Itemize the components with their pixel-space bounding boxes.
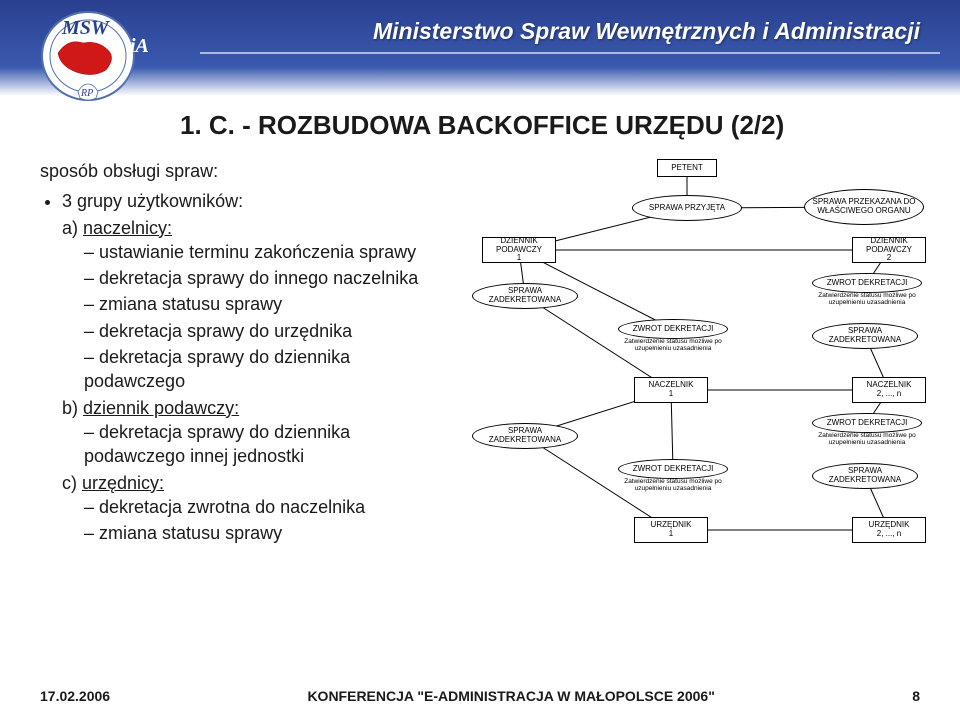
diagram-node: Zatwierdzenie statusu możliwe po uzupełn… [616,339,730,363]
footer-page: 8 [912,688,920,704]
list-subitem: dekretacja sprawy do dziennika podawczeg… [84,345,440,394]
diagram-node: Zatwierdzenie statusu możliwe po uzupełn… [810,293,924,317]
footer-date: 17.02.2006 [40,688,110,704]
list-subitem: dekretacja sprawy do urzędnika [84,319,440,343]
list-item-head: b) dziennik podawczy: [62,396,440,420]
diagram-node: Zatwierdzenie statusu możliwe po uzupełn… [810,433,924,457]
diagram-node: SPRAWA ZADEKRETOWANA [472,283,578,309]
footer-center: KONFERENCJA "E-ADMINISTRACJA W MAŁOPOLSC… [307,688,714,704]
list-subitem: zmiana statusu sprawy [84,292,440,316]
header-divider [200,52,940,54]
list-subitem: zmiana statusu sprawy [84,521,440,545]
logo: MSW iA RP [28,8,168,108]
diagram-node: SPRAWA ZADEKRETOWANA [812,463,918,489]
header-title: Ministerstwo Spraw Wewnętrznych i Admini… [373,18,920,45]
svg-text:RP: RP [80,88,93,99]
diagram-node: SPRAWA PRZYJĘTA [632,195,742,221]
diagram-node: ZWROT DEKRETACJI [618,319,728,339]
diagram-node: SPRAWA ZADEKRETOWANA [472,423,578,449]
diagram-node: NACZELNIK 1 [634,377,708,403]
flowchart-diagram: PETENT SPRAWA PRZYJĘTA SPRAWA PRZEKAZANA D… [452,159,932,589]
lead-text: sposób obsługi spraw: [40,159,440,183]
diagram-node: URZĘDNIK 1 [634,517,708,543]
list-subitem: dekretacja sprawy do innego naczelnika [84,266,440,290]
diagram-node: DZIENNIK PODAWCZY 2 [852,237,926,263]
diagram-node: ZWROT DEKRETACJI [618,459,728,479]
diagram-node: Zatwierdzenie statusu możliwe po uzupełn… [616,479,730,503]
content-area: 1. C. - ROZBUDOWA BACKOFFICE URZĘDU (2/2… [40,110,940,666]
list-item-head: c) urzędnicy: [62,471,440,495]
svg-text:MSW: MSW [61,17,110,39]
list-subitem: ustawianie terminu zakończenia sprawy [84,240,440,264]
diagram-node: ZWROT DEKRETACJI [812,413,922,433]
diagram-node: NACZELNIK 2, ..., n [852,377,926,403]
footer: 17.02.2006 KONFERENCJA "E-ADMINISTRACJA … [40,688,920,704]
list-subitem: dekretacja sprawy do dziennika podawczeg… [84,420,440,469]
svg-text:iA: iA [130,35,149,57]
diagram-node: DZIENNIK PODAWCZY 1 [482,237,556,263]
list-item-head: a) naczelnicy: [62,216,440,240]
diagram-node: URZĘDNIK 2, ..., n [852,517,926,543]
diagram-node: PETENT [657,159,717,177]
diagram-node: ZWROT DEKRETACJI [812,273,922,293]
header-banner: MSW iA RP Ministerstwo Spraw Wewnętrznyc… [0,0,960,96]
slide-title: 1. C. - ROZBUDOWA BACKOFFICE URZĘDU (2/2… [180,110,940,141]
list-subitem: dekretacja zwrotna do naczelnika [84,495,440,519]
diagram-node: SPRAWA ZADEKRETOWANA [812,323,918,349]
diagram-node: SPRAWA PRZEKAZANA DO WŁAŚCIWEGO ORGANU [804,189,924,225]
text-column: sposób obsługi spraw: 3 grupy użytkownik… [40,159,440,589]
group-intro: 3 grupy użytkowników: [62,189,440,213]
